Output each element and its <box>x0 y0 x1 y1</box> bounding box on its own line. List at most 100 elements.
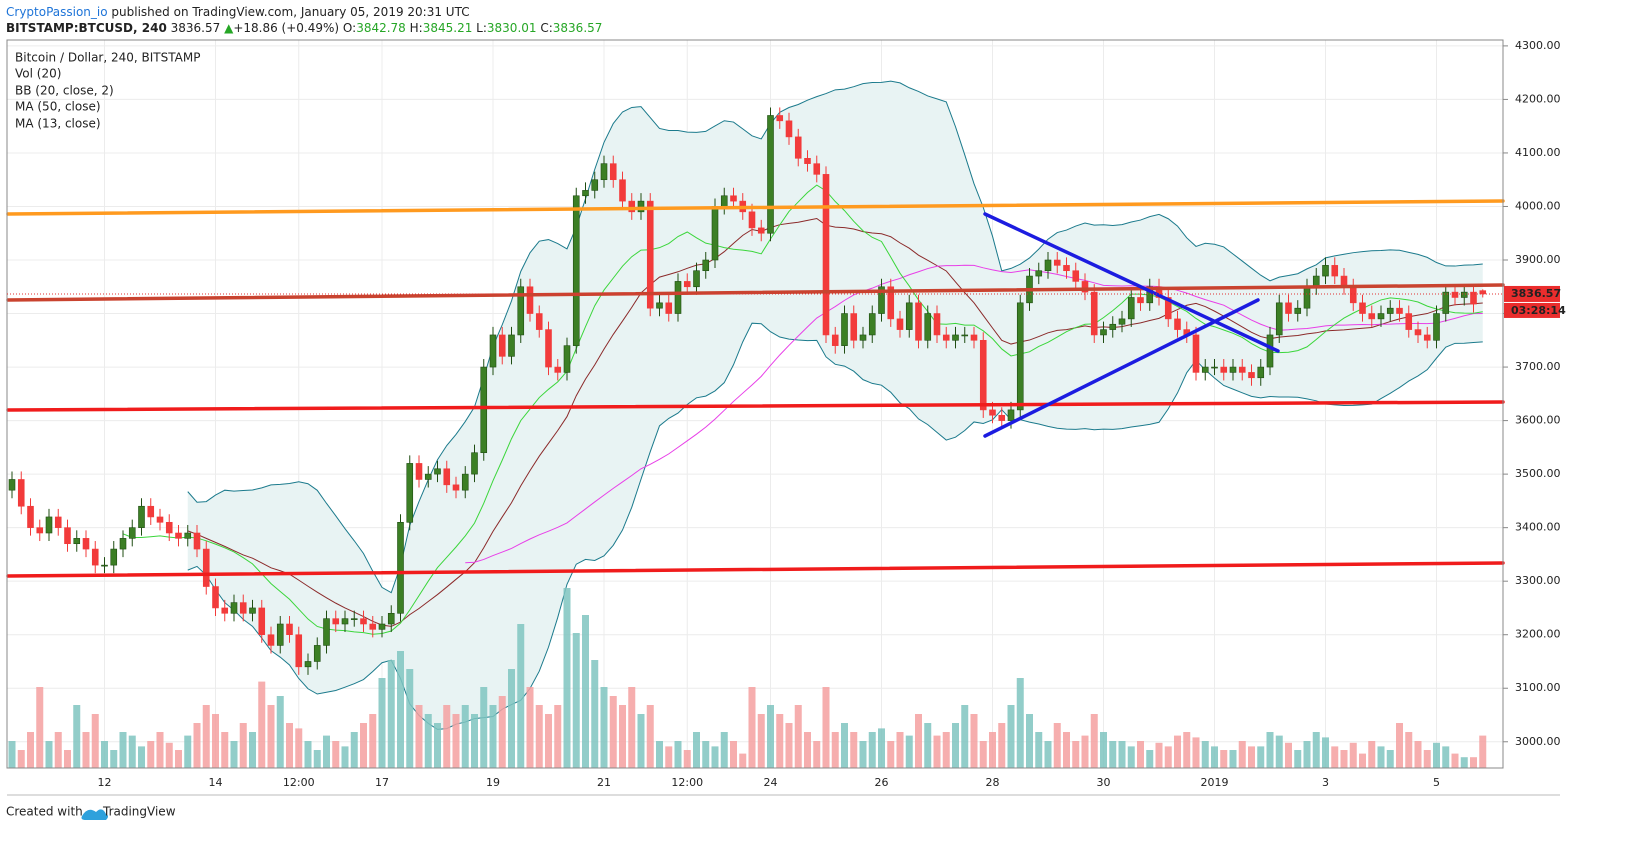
candle-body <box>720 195 728 207</box>
axes: 3000.00 3100.00 3200.00 3300.00 3400.00 3500.… <box>7 39 1566 789</box>
candle-body <box>1368 313 1376 320</box>
x-tick-label: 26 <box>875 776 889 789</box>
candle-body <box>304 661 312 668</box>
candle-body <box>831 334 839 346</box>
candle-body <box>1229 366 1237 373</box>
volume-bar <box>545 714 552 768</box>
trend-line <box>6 561 1505 578</box>
volume-bar <box>498 696 506 768</box>
volume-bar <box>17 750 25 768</box>
candle-body <box>147 505 155 518</box>
candle-body <box>73 538 81 545</box>
candle-body <box>730 195 737 202</box>
candle-body <box>1016 302 1024 411</box>
volume-bar <box>563 588 571 768</box>
volume-bar <box>1192 737 1200 768</box>
volume-bar <box>924 723 932 768</box>
x-tick-label: 3 <box>1322 776 1329 789</box>
volume-bar <box>1470 757 1477 768</box>
candle-body <box>600 163 608 181</box>
volume-bar <box>276 696 284 768</box>
volume-bar <box>730 741 737 768</box>
c-label: C: <box>540 21 552 35</box>
candle-body <box>369 623 377 630</box>
volume-bar <box>905 735 913 768</box>
y-tick-label: 3600.00 <box>1515 414 1561 427</box>
volume-bar <box>1349 742 1357 768</box>
footer-brand[interactable]: TradingView <box>102 805 176 819</box>
countdown-label: 03:28:14 <box>1511 304 1566 317</box>
candle-body <box>471 452 478 475</box>
volume-bar <box>415 705 423 768</box>
volume-bar <box>332 741 340 768</box>
candle-body <box>785 120 793 138</box>
x-tick-label: 17 <box>375 776 389 789</box>
trend-line <box>6 283 1505 302</box>
volume-bar <box>147 741 155 768</box>
volume-bar <box>1174 735 1181 768</box>
candle-body <box>1118 318 1126 325</box>
candle-body <box>387 612 395 625</box>
volume-bar <box>1257 746 1265 768</box>
candle-body <box>1322 265 1329 277</box>
candle-body <box>17 479 25 507</box>
candle-body <box>1007 409 1015 421</box>
candle-body <box>1164 297 1172 320</box>
candle-body <box>184 532 192 539</box>
trend-line <box>6 199 1505 216</box>
volume-bar <box>1340 750 1348 768</box>
candle-body <box>295 634 303 668</box>
volume-bar <box>27 732 34 768</box>
candle-body <box>813 163 821 175</box>
volume-bar <box>443 705 451 768</box>
volume-bar <box>286 723 293 768</box>
candle-body <box>591 179 599 191</box>
volume-bar <box>942 732 950 768</box>
volume-bar <box>1359 753 1366 768</box>
volume-bar <box>998 723 1006 768</box>
candle-body <box>1035 270 1043 277</box>
volume-bar <box>1479 735 1487 768</box>
volume-bar <box>1211 746 1218 768</box>
candle-body <box>1460 291 1468 298</box>
candle-body <box>193 532 201 550</box>
y-tick-label: 4100.00 <box>1515 146 1561 159</box>
volume-bar <box>452 714 460 768</box>
volume-bar <box>767 705 774 768</box>
volume-bar <box>1248 746 1255 768</box>
candle-body <box>961 334 969 337</box>
candle-body <box>859 334 867 341</box>
candle-body <box>619 179 626 202</box>
candle-body <box>332 618 340 625</box>
candle-body <box>841 313 848 346</box>
candle-body <box>443 468 451 486</box>
candle-body <box>822 174 830 336</box>
x-tick-label: 19 <box>486 776 500 789</box>
candle-body <box>979 339 987 411</box>
author[interactable]: CryptoPassion_io <box>6 5 108 19</box>
volume-bar <box>489 705 497 768</box>
volume-bar <box>378 678 386 768</box>
legend-item: Vol (20) <box>15 67 61 81</box>
candle-body <box>1359 302 1366 314</box>
volume-bar <box>350 732 358 768</box>
candle-body <box>628 200 636 213</box>
volume-bar <box>572 633 580 768</box>
volume-bar <box>480 687 488 768</box>
candle-body <box>286 623 293 636</box>
volume-bar <box>1377 746 1385 768</box>
y-tick-label: 3300.00 <box>1515 574 1561 587</box>
candle-body <box>1146 286 1154 304</box>
candle-body <box>609 163 617 181</box>
volume-bar <box>8 741 16 768</box>
candle-body <box>202 548 210 587</box>
volume-bar <box>258 681 266 768</box>
volume-bar <box>637 714 645 768</box>
volume-bar <box>54 732 62 768</box>
volume-bar <box>202 705 210 768</box>
x-tick-label: 21 <box>597 776 611 789</box>
candle-body <box>526 286 534 314</box>
candle-body <box>693 270 700 288</box>
candle-body <box>1174 318 1181 330</box>
candle-body <box>1090 291 1098 336</box>
